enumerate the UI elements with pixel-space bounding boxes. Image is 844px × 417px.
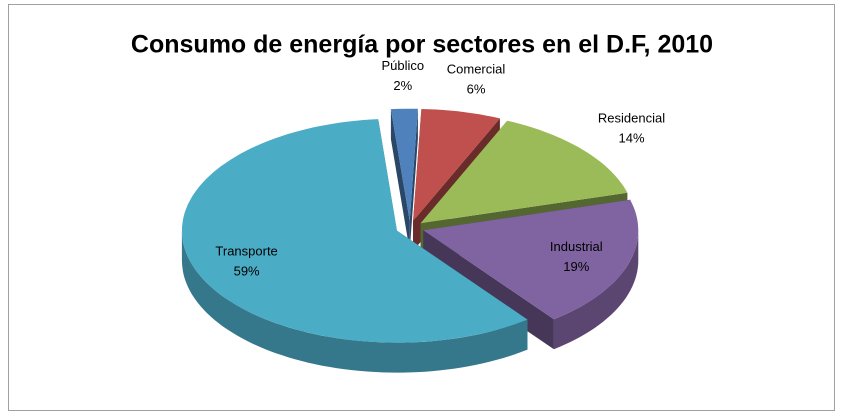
data-label-category: Residencial bbox=[598, 110, 665, 125]
chart-title: Consumo de energía por sectores en el D.… bbox=[131, 31, 713, 59]
data-label-value: 2% bbox=[393, 78, 412, 93]
data-label-category: Industrial bbox=[550, 239, 603, 254]
slice bbox=[423, 199, 639, 320]
slice bbox=[182, 119, 528, 343]
slice-rim bbox=[181, 230, 528, 373]
slice bbox=[390, 108, 418, 251]
data-label-category: Transporte bbox=[215, 243, 277, 258]
data-label-value: 19% bbox=[563, 259, 589, 274]
slice-cut-face bbox=[409, 108, 418, 251]
slice bbox=[413, 109, 500, 221]
data-label-value: 59% bbox=[234, 263, 260, 278]
slice-cut-face bbox=[390, 109, 410, 251]
data-label-value: 14% bbox=[618, 130, 644, 145]
slice bbox=[390, 108, 418, 221]
slice bbox=[420, 120, 628, 224]
slice-rim bbox=[553, 230, 639, 350]
data-label-category: Público bbox=[382, 58, 425, 73]
data-label-value: 6% bbox=[467, 82, 486, 97]
data-label-category: Comercial bbox=[447, 62, 506, 77]
slice bbox=[181, 119, 528, 373]
